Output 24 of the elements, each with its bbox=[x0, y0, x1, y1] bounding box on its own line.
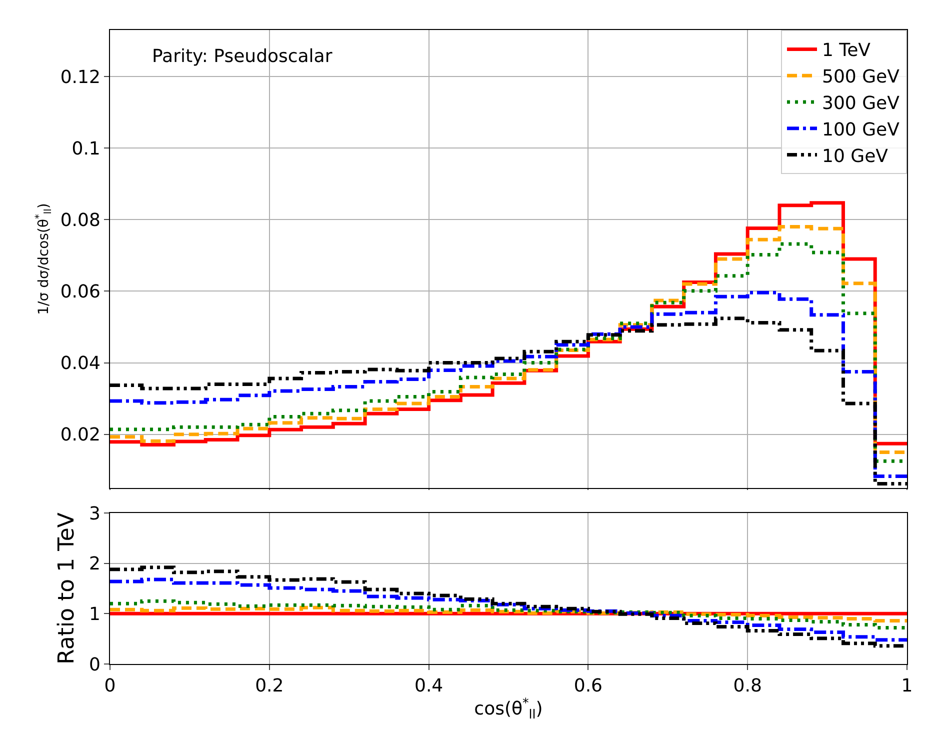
x-tick-label: 0.6 bbox=[574, 676, 603, 697]
legend-label: 500 GeV bbox=[822, 66, 900, 88]
y-tick-label: 0.04 bbox=[60, 353, 100, 374]
x-tick-label: 0.2 bbox=[255, 676, 284, 697]
y-tick-label: 0.02 bbox=[60, 424, 100, 446]
legend-label: 1 TeV bbox=[822, 40, 872, 62]
legend-label: 300 GeV bbox=[822, 93, 900, 114]
legend-label: 10 GeV bbox=[822, 146, 889, 167]
x-axis-title: cos(θ$^{*}$$_{ll}$) bbox=[474, 695, 543, 722]
y-axis-title: Ratio to 1 TeV bbox=[54, 512, 80, 664]
x-tick-label: 0.4 bbox=[414, 676, 444, 697]
y-tick-label: 0.1 bbox=[72, 138, 100, 160]
y-tick-label: 0.12 bbox=[60, 66, 100, 88]
y-tick-label: 1 bbox=[88, 604, 100, 625]
x-tick-label: 0 bbox=[104, 676, 116, 697]
annotation: Parity: Pseudoscalar bbox=[152, 46, 333, 67]
y-tick-label: 0.06 bbox=[60, 282, 100, 302]
y-tick-label: 2 bbox=[88, 554, 100, 575]
y-tick-label: 3 bbox=[88, 503, 100, 524]
x-tick-label: 0.8 bbox=[733, 676, 762, 697]
x-tick-label: 1 bbox=[901, 676, 913, 697]
y-tick-label: 0.08 bbox=[60, 210, 100, 231]
legend-label: 100 GeV bbox=[822, 119, 900, 140]
y-tick-label: 0 bbox=[88, 654, 100, 676]
